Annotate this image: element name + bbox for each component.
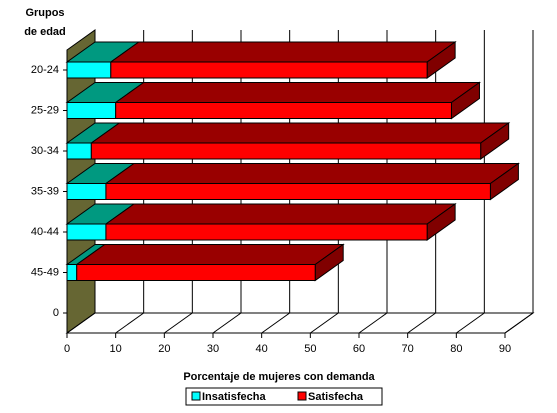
bar <box>66 102 117 119</box>
bar <box>76 264 316 281</box>
bar-top <box>114 82 482 103</box>
floor <box>65 312 535 334</box>
y-tick-label: 35-39 <box>31 185 59 197</box>
legend-label: Insatisfecha <box>202 391 266 403</box>
x-tick-label: 10 <box>110 343 122 355</box>
legend-swatch <box>297 391 307 401</box>
floor-grid-line <box>504 312 534 334</box>
floor-grid-line <box>310 312 339 334</box>
x-tick-label: 70 <box>402 343 414 355</box>
floor-grid-line <box>456 312 485 334</box>
bar-top <box>75 244 345 265</box>
y-tick-label: 45-49 <box>31 266 59 278</box>
bar <box>105 223 428 241</box>
legend-box <box>185 387 383 406</box>
y-tick-label: 20-24 <box>31 64 59 76</box>
bar <box>66 183 107 200</box>
legend-swatch <box>191 391 201 401</box>
floor-grid-line <box>358 312 388 334</box>
x-axis-title: Porcentaje de mujeres con demanda <box>183 371 375 383</box>
x-tick-label: 60 <box>353 343 365 355</box>
x-tick-label: 0 <box>64 343 70 355</box>
y-tick-label: 40-44 <box>31 226 59 238</box>
bar-top <box>104 163 520 184</box>
x-tick-label: 50 <box>304 343 316 355</box>
floor-grid-line <box>407 312 436 334</box>
y-axis-title: Grupos de edad <box>24 7 66 38</box>
bar <box>66 61 112 79</box>
x-tick-label: 30 <box>207 343 219 355</box>
bar <box>90 142 482 160</box>
x-tick-label: 90 <box>499 343 511 355</box>
bar <box>66 264 78 281</box>
bar <box>105 183 491 200</box>
floor-grid-line <box>66 312 96 334</box>
floor-grid-line <box>115 312 144 334</box>
bar-top <box>104 203 457 225</box>
floor-grid-line <box>164 312 193 334</box>
x-tick-label: 80 <box>450 343 462 355</box>
y-tick-label: 30-34 <box>31 145 59 157</box>
y-tick-label: 0 <box>53 307 59 319</box>
bar <box>66 142 92 160</box>
bar <box>115 102 452 119</box>
x-tick-label: 20 <box>158 343 170 355</box>
legend-label: Satisfecha <box>308 391 364 403</box>
bar <box>66 223 107 241</box>
bar-top <box>89 122 511 144</box>
floor-grid-line <box>212 312 242 334</box>
floor-grid-line <box>261 312 290 334</box>
bar-top <box>109 41 457 63</box>
bar <box>110 61 428 79</box>
x-tick-label: 40 <box>256 343 268 355</box>
y-tick-label: 25-29 <box>31 104 59 116</box>
